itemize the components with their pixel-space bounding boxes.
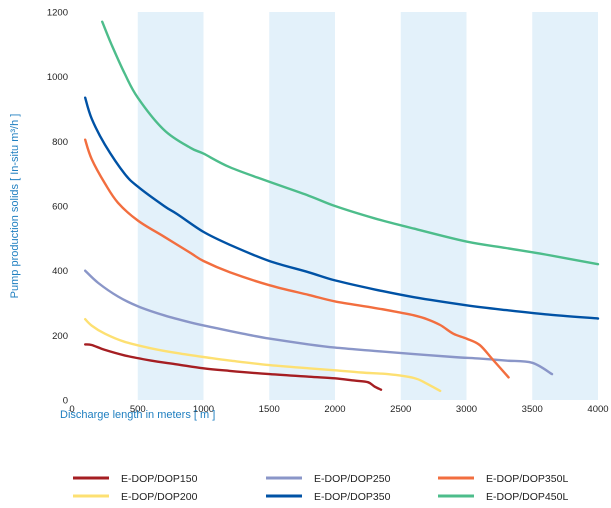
y-tick-label: 600 [52, 202, 68, 213]
x-tick-label: 1000 [193, 404, 214, 415]
axes: 0 500 1000 1500 2000 2500 3000 3500 4000 0 200 400 6… [47, 8, 609, 416]
background-bands [137, 12, 598, 400]
x-tick-label: 0 [69, 404, 74, 415]
y-tick-label: 200 [52, 331, 68, 342]
x-tick-label: 3500 [522, 404, 543, 415]
legend-label: E-DOP/DOP450L [486, 491, 568, 503]
series-line-e-dop-dop250 [84, 269, 554, 376]
y-tick-label: 0 [63, 396, 68, 407]
x-tick-label: 2000 [324, 404, 345, 415]
y-tick-label: 1200 [47, 8, 68, 19]
series-line-e-dop-dop350l [84, 138, 510, 379]
y-tick-label: 800 [52, 137, 68, 148]
series-line-e-dop-dop350 [84, 96, 600, 320]
x-tick-label: 1500 [259, 404, 280, 415]
background-band [532, 12, 598, 400]
series-line-e-dop-dop150 [84, 343, 383, 391]
y-tick-label: 1000 [47, 72, 68, 83]
x-axis-title: Discharge length in meters [ m ] [60, 409, 215, 421]
legend-label: E-DOP/DOP350L [486, 473, 568, 485]
legend: E-DOP/DOP150 E-DOP/DOP200 E-DOP/DOP250 E-DO… [73, 473, 568, 503]
legend-label: E-DOP/DOP200 [121, 491, 198, 503]
legend-label: E-DOP/DOP150 [121, 473, 198, 485]
y-axis-title: Pump production solids [ In-situ m³/h ] [9, 114, 21, 299]
series-line-e-dop-dop200 [84, 318, 442, 393]
y-tick-label: 400 [52, 266, 68, 277]
background-band [400, 12, 467, 400]
series-line-e-dop-dop450l [101, 20, 600, 266]
background-band [137, 12, 204, 400]
series-lines [84, 20, 600, 393]
background-band [269, 12, 335, 400]
x-tick-label: 2500 [390, 404, 411, 415]
x-tick-label: 500 [130, 404, 146, 415]
x-tick-label: 4000 [587, 404, 608, 415]
x-tick-label: 3000 [456, 404, 477, 415]
legend-label: E-DOP/DOP350 [314, 491, 391, 503]
legend-label: E-DOP/DOP250 [314, 473, 391, 485]
